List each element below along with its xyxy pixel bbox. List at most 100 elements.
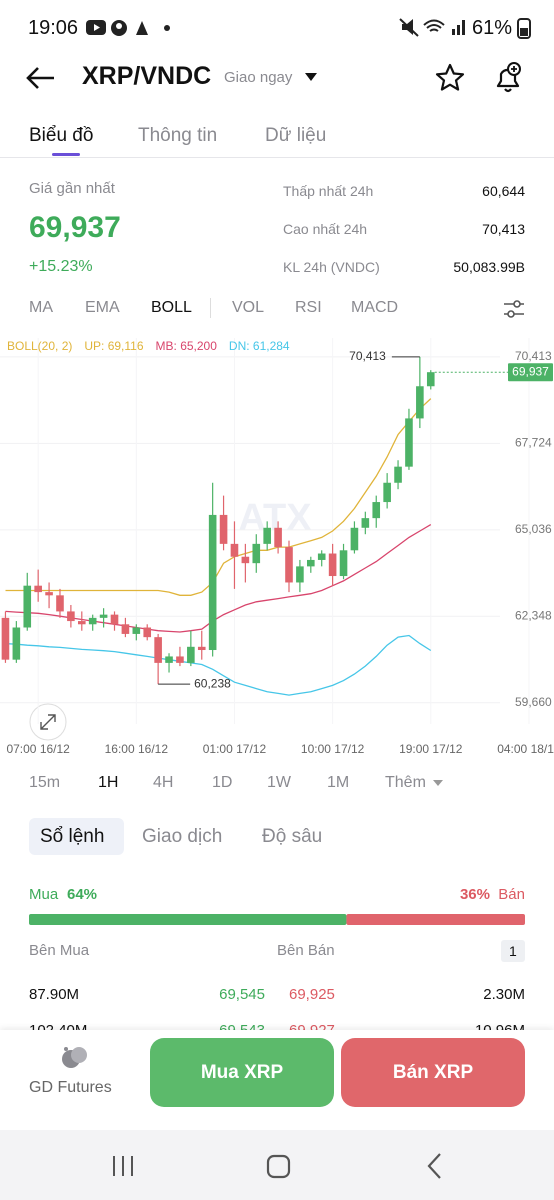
precision-select[interactable]: 1 — [509, 943, 517, 959]
tab[interactable]: Dữ liệu — [265, 125, 327, 146]
candle-body — [230, 543, 239, 557]
timeframe-tab[interactable]: 15m — [29, 774, 61, 791]
sell-percent: 36% — [459, 886, 490, 903]
high-label: 70,413 — [349, 349, 386, 363]
futures-icon[interactable] — [60, 1044, 90, 1072]
ratio-bar — [29, 914, 525, 925]
last-price-tag — [508, 363, 553, 382]
dropdown-icon[interactable] — [304, 72, 318, 82]
candle-body — [110, 614, 119, 625]
back-button[interactable] — [24, 64, 56, 92]
sell-button[interactable] — [341, 1038, 525, 1107]
indicator-tab[interactable]: MACD — [351, 299, 399, 316]
last-price-label: 69,937 — [512, 364, 549, 378]
indicator-tab[interactable]: VOL — [232, 299, 265, 316]
ask-header: Bên Bán — [277, 942, 335, 959]
sell-button-label[interactable]: Bán XRP — [392, 1062, 474, 1083]
orderbook-tab-active[interactable]: Sổ lệnh — [40, 826, 105, 847]
legend-entry: MB: 65,200 — [156, 339, 218, 353]
candle-body — [45, 592, 53, 596]
candle-body — [426, 372, 435, 387]
y-tick-label: 65,036 — [515, 522, 552, 536]
legend-entry: DN: 61,284 — [229, 339, 290, 353]
legend: BOLL(20, 2) UP: 69,116 MB: 65,200 DN: 61,28… — [7, 339, 290, 353]
indicator-tab-active[interactable]: BOLL — [151, 299, 192, 316]
candle-body — [219, 514, 228, 544]
candle-body — [383, 482, 391, 503]
candle-body — [1, 617, 10, 660]
market-type[interactable]: Giao ngay — [224, 69, 293, 86]
pair-title[interactable]: XRP/VNDC — [82, 62, 212, 90]
timeframe-tab[interactable]: 1H — [98, 774, 119, 791]
timeframe-tab[interactable]: 1D — [212, 774, 233, 791]
candle-body — [285, 547, 293, 583]
sell-label: Bán — [498, 886, 525, 903]
boll-line — [5, 398, 432, 596]
x-tick-label: 04:00 18/12 — [497, 742, 554, 756]
candle-body — [99, 614, 108, 618]
futures-label[interactable]: GD Futures — [29, 1079, 112, 1096]
alert-button[interactable] — [492, 60, 526, 96]
candle-body — [350, 527, 359, 551]
bid-volume: 87.90M — [29, 986, 80, 1003]
x-tick-label: 19:00 17/12 — [399, 742, 463, 756]
candle-body — [317, 553, 326, 560]
buy-label: Mua — [29, 886, 59, 903]
tab-active[interactable]: Biểu đồ — [29, 125, 94, 146]
candle-body — [263, 527, 271, 544]
stat-label: Thấp nhất 24h — [283, 183, 374, 199]
sell-ratio — [346, 914, 525, 925]
stat-label: KL 24h (VNDC) — [283, 259, 380, 275]
candle-body — [67, 611, 75, 622]
more-arrow[interactable] — [432, 779, 444, 787]
candle-body — [274, 527, 282, 548]
candle-body — [143, 627, 152, 638]
favorite-button[interactable] — [434, 62, 466, 94]
buy-percent: 64% — [67, 886, 98, 903]
legend-entry: UP: 69,116 — [84, 339, 143, 353]
candle-body — [197, 646, 206, 651]
y-tick-label: 59,660 — [515, 695, 552, 709]
x-tick-label: 01:00 17/12 — [203, 742, 267, 756]
ask-volume: 2.30M — [483, 986, 525, 1003]
timeframe-tab[interactable]: Thêm — [385, 774, 426, 791]
candle-body — [165, 656, 173, 663]
orderbook-tab[interactable]: Giao dịch — [142, 826, 223, 847]
buy-button[interactable] — [150, 1038, 334, 1107]
indicator-tab[interactable]: RSI — [295, 299, 322, 316]
status-time: 19:06 — [28, 17, 79, 39]
bid-header: Bên Mua — [29, 942, 90, 959]
timeframe-tab[interactable]: 1M — [327, 774, 350, 791]
indicator-tab[interactable]: EMA — [85, 299, 120, 316]
battery-icon — [517, 18, 531, 39]
buy-ratio — [29, 914, 347, 925]
candle-body — [307, 559, 315, 567]
candle-body — [12, 627, 21, 660]
candle-body — [56, 595, 64, 612]
candle-body — [405, 418, 413, 467]
indicator-tab[interactable]: MA — [29, 299, 53, 316]
candle-body — [241, 556, 250, 564]
last-price: 69,937 — [29, 211, 121, 244]
timeframe-tab[interactable]: 1W — [267, 774, 291, 791]
candle-body — [339, 550, 348, 577]
nav-icons[interactable] — [100, 1150, 460, 1182]
ask-price: 69,925 — [289, 986, 335, 1003]
price-change: +15.23% — [29, 258, 93, 275]
indicator-settings[interactable] — [502, 297, 526, 321]
candle-body — [187, 646, 195, 663]
status-icons — [86, 20, 170, 36]
candle-body — [121, 624, 130, 634]
candle-body — [416, 386, 424, 419]
candle-body — [23, 585, 32, 628]
candle-body — [372, 502, 381, 519]
timeframe-tab[interactable]: 4H — [153, 774, 174, 791]
candle-body — [34, 585, 42, 593]
buy-button-label[interactable]: Mua XRP — [200, 1062, 284, 1083]
stat-value: 50,083.99B — [453, 259, 525, 275]
candle-body — [176, 656, 184, 663]
tab[interactable]: Thông tin — [138, 125, 218, 146]
orderbook-tab[interactable]: Độ sâu — [262, 826, 323, 847]
